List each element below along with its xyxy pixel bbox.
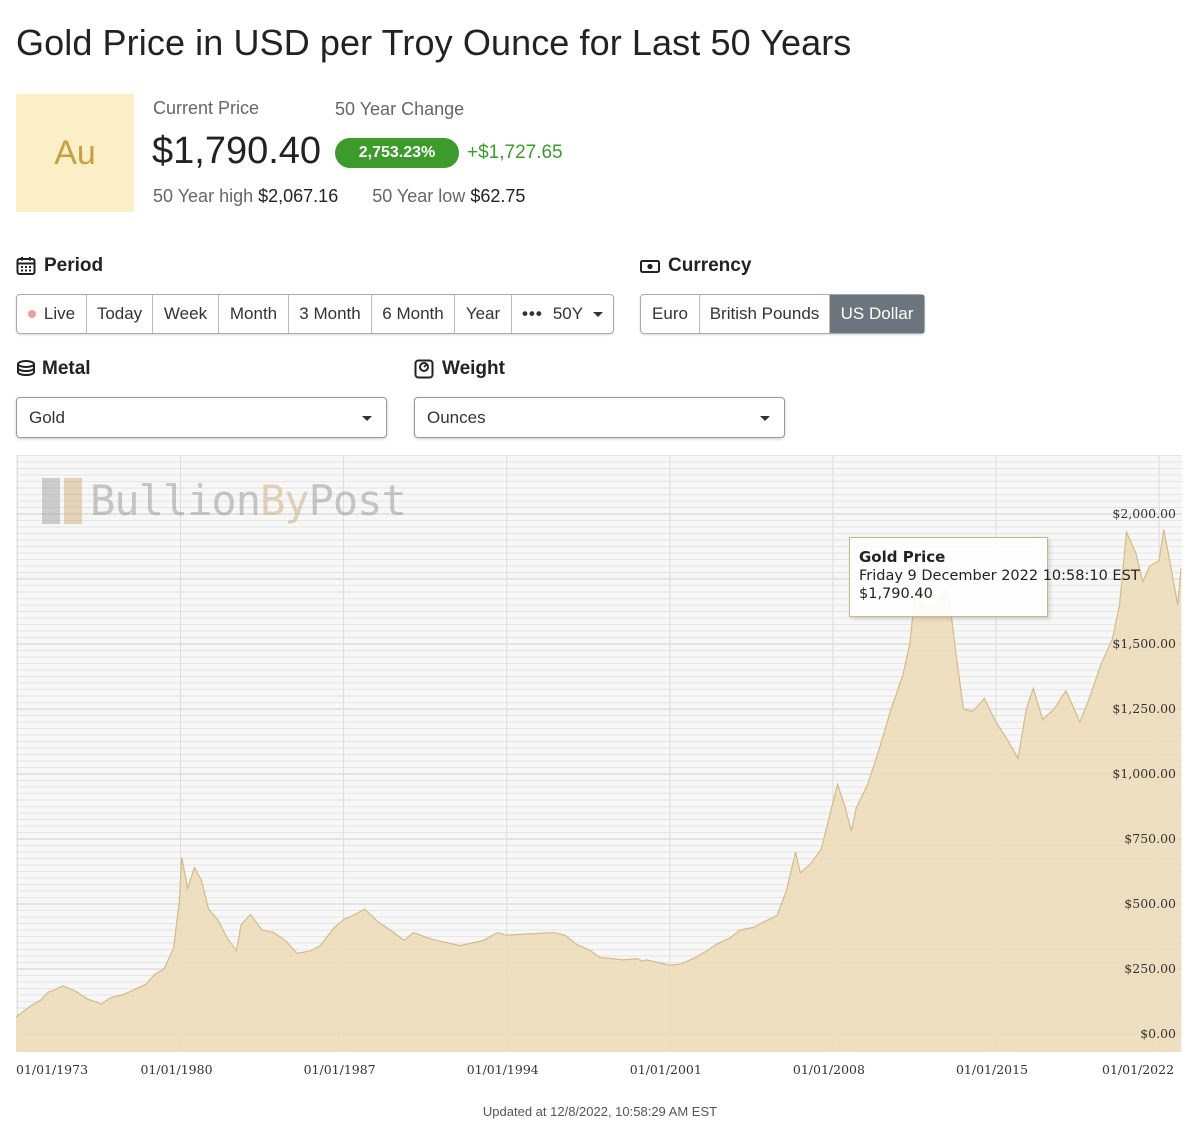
weight-select[interactable]: Ounces xyxy=(414,397,785,438)
x-tick-label: 01/01/1980 xyxy=(140,1062,213,1077)
y-tick-label: $1,250.00 xyxy=(1112,701,1176,716)
change-percent-badge: 2,753.23% xyxy=(335,138,459,168)
y-tick-label: $1,000.00 xyxy=(1112,766,1176,781)
x-tick-label: 01/01/2008 xyxy=(792,1062,865,1077)
period-month-button[interactable]: Month xyxy=(219,295,289,333)
period-live-label: Live xyxy=(43,304,76,323)
watermark-logo-icon xyxy=(42,477,82,524)
currency-selector: Euro British Pounds US Dollar xyxy=(640,294,925,334)
period-more-dropdown[interactable]: ••• 50Y xyxy=(512,295,613,333)
weight-heading: Weight xyxy=(414,358,505,380)
x-tick-label: 01/01/2015 xyxy=(955,1062,1029,1077)
period-year-button[interactable]: Year xyxy=(455,295,512,333)
x-tick-label: 01/01/1987 xyxy=(303,1062,376,1077)
price-line xyxy=(16,529,1182,1018)
high-label: 50 Year high xyxy=(153,186,254,206)
x-tick-label: 01/01/2001 xyxy=(629,1062,702,1077)
y-tick-label: $500.00 xyxy=(1124,896,1176,911)
metal-symbol-tile: Au xyxy=(16,94,134,212)
tooltip-title: Gold Price xyxy=(859,548,946,566)
y-tick-label: $1,500.00 xyxy=(1112,636,1176,651)
weight-heading-label: Weight xyxy=(442,358,505,379)
low-label: 50 Year low xyxy=(372,186,466,206)
high-value: $2,067.16 xyxy=(258,186,339,206)
current-price: $1,790.40 xyxy=(152,130,322,172)
x-tick-label: 01/01/1994 xyxy=(466,1062,539,1077)
calendar-icon xyxy=(16,257,36,275)
x-tick-label: 01/01/1973 xyxy=(16,1062,89,1077)
period-heading-label: Period xyxy=(44,255,104,276)
metal-symbol: Au xyxy=(54,133,96,172)
high-low-row: 50 Year high $2,067.16 50 Year low $62.7… xyxy=(153,186,525,207)
page-title: Gold Price in USD per Troy Ounce for Las… xyxy=(16,22,852,63)
current-price-label: Current Price xyxy=(153,98,260,118)
x-tick-label: 01/01/2022 xyxy=(1102,1062,1175,1077)
chevron-down-icon xyxy=(362,416,372,421)
gold-price-chart[interactable]: $0.00 $250.00 $500.00 $750.00 $1,000.00 $1,25… xyxy=(16,455,1182,1052)
period-3month-button[interactable]: 3 Month xyxy=(289,295,372,333)
period-week-button[interactable]: Week xyxy=(153,295,219,333)
period-live-button[interactable]: Live xyxy=(17,295,87,333)
change-absolute: +$1,727.65 xyxy=(467,142,563,163)
currency-heading: Currency xyxy=(640,255,751,277)
tooltip-price: $1,790.40 xyxy=(859,586,933,602)
y-tick-label: $250.00 xyxy=(1124,961,1176,976)
watermark-text: BullionByPost xyxy=(90,476,407,525)
y-axis-labels: $0.00 $250.00 $500.00 $750.00 $1,000.00 $1,25… xyxy=(1112,506,1176,1041)
metal-select[interactable]: Gold xyxy=(16,397,387,438)
period-selected-label: 50Y xyxy=(552,304,584,323)
scale-weight-icon xyxy=(414,359,434,379)
period-selector: Live Today Week Month 3 Month 6 Month Ye… xyxy=(16,294,614,334)
currency-heading-label: Currency xyxy=(668,255,752,276)
y-tick-label: $0.00 xyxy=(1140,1026,1176,1041)
y-tick-label: $2,000.00 xyxy=(1112,506,1176,521)
metal-select-value: Gold xyxy=(29,407,65,427)
y-tick-label: $750.00 xyxy=(1124,831,1176,846)
metal-heading-label: Metal xyxy=(42,358,91,379)
period-today-button[interactable]: Today xyxy=(87,295,153,333)
chevron-down-icon xyxy=(760,416,770,421)
currency-euro-button[interactable]: Euro xyxy=(641,295,700,333)
coins-stack-icon xyxy=(17,360,35,377)
weight-select-value: Ounces xyxy=(427,407,486,427)
more-dots-icon: ••• xyxy=(521,304,543,323)
currency-usd-button[interactable]: US Dollar xyxy=(830,295,924,333)
chevron-down-icon xyxy=(593,311,604,317)
bullionbypost-watermark: BullionByPost xyxy=(42,476,407,525)
low-value: $62.75 xyxy=(470,186,526,206)
chart-tooltip: Gold Price Friday 9 December 2022 10:58:… xyxy=(849,537,1140,617)
updated-timestamp: Updated at 12/8/2022, 10:58:29 AM EST xyxy=(482,1104,718,1119)
currency-gbp-button[interactable]: British Pounds xyxy=(700,295,830,333)
change-label: 50 Year Change xyxy=(335,99,465,119)
price-area xyxy=(16,529,1181,1052)
tooltip-date: Friday 9 December 2022 10:58:10 EST xyxy=(859,568,1140,584)
chart-canvas[interactable]: $0.00 $250.00 $500.00 $750.00 $1,000.00 $1,25… xyxy=(16,455,1182,1052)
banknote-icon xyxy=(640,260,660,273)
period-heading: Period xyxy=(16,255,103,277)
metal-heading: Metal xyxy=(16,358,91,380)
live-dot-icon xyxy=(27,310,36,318)
period-6month-button[interactable]: 6 Month xyxy=(372,295,455,333)
